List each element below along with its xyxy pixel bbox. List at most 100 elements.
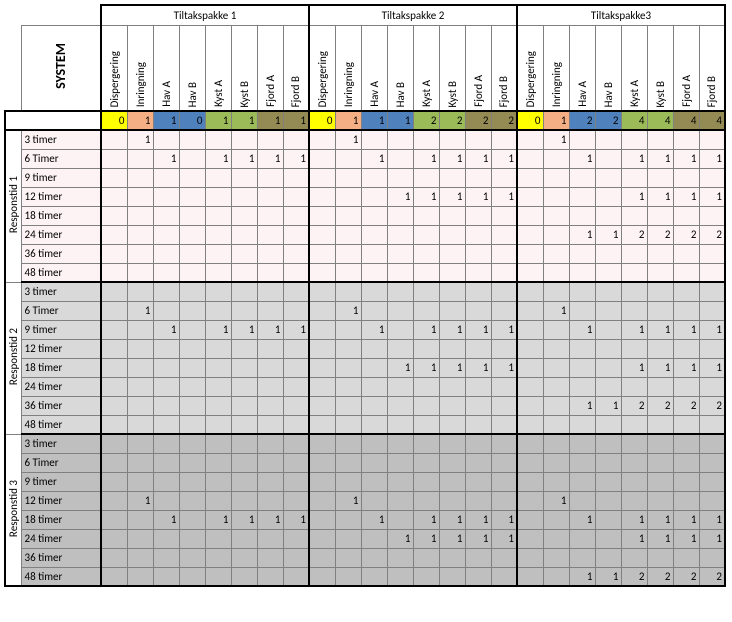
data-cell: [153, 130, 179, 149]
sum-cell: 2: [569, 111, 595, 130]
data-cell: [205, 491, 231, 510]
data-cell: [569, 472, 595, 491]
data-cell: 1: [699, 529, 725, 548]
data-cell: [309, 377, 335, 396]
data-cell: [101, 472, 127, 491]
data-cell: 1: [439, 510, 465, 529]
data-cell: [491, 453, 517, 472]
data-cell: [569, 548, 595, 567]
sum-cell: 1: [205, 111, 231, 130]
data-cell: [465, 263, 491, 282]
data-cell: 1: [257, 320, 283, 339]
data-cell: 1: [335, 491, 361, 510]
data-cell: [595, 510, 621, 529]
data-cell: 1: [491, 510, 517, 529]
data-cell: [439, 282, 465, 301]
data-cell: 2: [621, 396, 647, 415]
data-cell: [257, 206, 283, 225]
sum-cell: 4: [699, 111, 725, 130]
column-header: Hav B: [387, 25, 413, 111]
data-cell: [127, 187, 153, 206]
data-cell: 1: [465, 187, 491, 206]
data-cell: [101, 149, 127, 168]
column-header: Fjord B: [283, 25, 309, 111]
data-cell: 1: [127, 491, 153, 510]
data-cell: 1: [543, 491, 569, 510]
data-cell: [257, 244, 283, 263]
column-header: Kyst A: [621, 25, 647, 111]
data-cell: [595, 453, 621, 472]
row-label: 18 timer: [21, 206, 101, 225]
data-cell: [439, 434, 465, 453]
data-cell: [335, 415, 361, 434]
data-cell: [569, 453, 595, 472]
data-cell: [231, 396, 257, 415]
sum-cell: 4: [673, 111, 699, 130]
data-cell: [127, 168, 153, 187]
data-cell: [387, 548, 413, 567]
column-header: Kyst B: [439, 25, 465, 111]
data-cell: [283, 339, 309, 358]
data-cell: 2: [699, 567, 725, 586]
data-cell: [205, 529, 231, 548]
data-cell: 1: [699, 320, 725, 339]
data-cell: [595, 149, 621, 168]
data-cell: [283, 377, 309, 396]
data-cell: [231, 548, 257, 567]
data-cell: 1: [699, 187, 725, 206]
package-header: Tiltakspakke 1: [101, 5, 309, 25]
sum-cell: 2: [595, 111, 621, 130]
data-cell: [569, 130, 595, 149]
data-cell: [543, 415, 569, 434]
data-cell: 1: [387, 529, 413, 548]
data-cell: [387, 434, 413, 453]
data-cell: [517, 149, 543, 168]
data-cell: [127, 396, 153, 415]
data-cell: [517, 358, 543, 377]
data-cell: [231, 415, 257, 434]
data-cell: [465, 377, 491, 396]
data-cell: [673, 206, 699, 225]
data-cell: [517, 282, 543, 301]
data-cell: [283, 358, 309, 377]
sum-cell: 1: [127, 111, 153, 130]
data-cell: [127, 472, 153, 491]
data-cell: [127, 206, 153, 225]
data-cell: [179, 130, 205, 149]
data-cell: 1: [361, 510, 387, 529]
data-cell: 1: [231, 149, 257, 168]
data-cell: 2: [673, 225, 699, 244]
data-cell: [413, 244, 439, 263]
data-cell: [101, 339, 127, 358]
data-cell: [179, 339, 205, 358]
sum-cell: 4: [621, 111, 647, 130]
data-cell: [413, 225, 439, 244]
data-cell: [309, 206, 335, 225]
data-cell: [621, 491, 647, 510]
data-cell: [465, 453, 491, 472]
data-cell: [699, 282, 725, 301]
data-cell: [673, 263, 699, 282]
data-cell: [127, 320, 153, 339]
data-cell: [335, 168, 361, 187]
data-cell: [491, 434, 517, 453]
data-cell: [309, 548, 335, 567]
data-cell: [595, 130, 621, 149]
data-cell: [647, 301, 673, 320]
data-cell: [517, 529, 543, 548]
sum-cell: 1: [543, 111, 569, 130]
data-cell: [413, 434, 439, 453]
data-cell: [283, 453, 309, 472]
data-cell: 1: [569, 320, 595, 339]
data-cell: [517, 472, 543, 491]
data-cell: [101, 377, 127, 396]
data-cell: [491, 377, 517, 396]
data-cell: [101, 320, 127, 339]
data-cell: [101, 510, 127, 529]
data-cell: [205, 187, 231, 206]
data-cell: [335, 149, 361, 168]
row-label: 18 timer: [21, 510, 101, 529]
data-cell: [309, 244, 335, 263]
data-cell: [413, 548, 439, 567]
data-cell: 1: [205, 149, 231, 168]
